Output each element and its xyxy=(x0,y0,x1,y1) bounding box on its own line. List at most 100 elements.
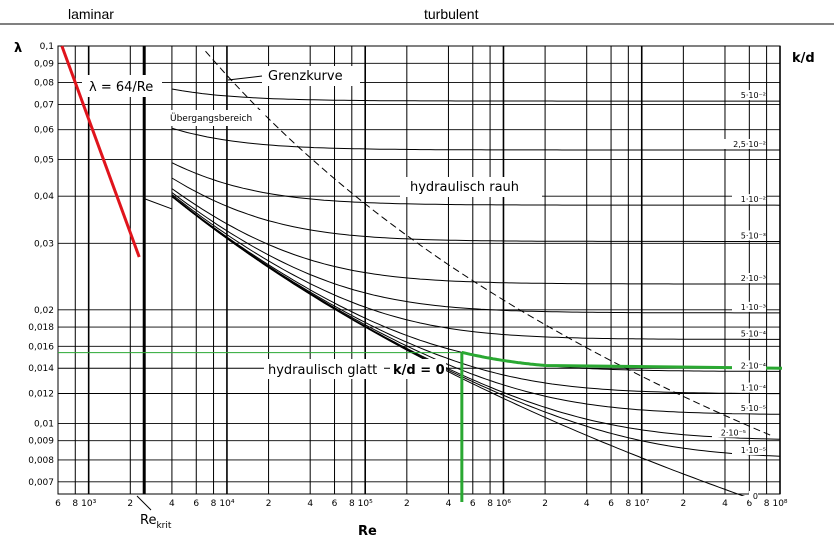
kd-label-bg xyxy=(732,230,766,241)
kd-curve-label: 5·10⁻³ xyxy=(741,231,766,240)
kd-label-bg xyxy=(732,301,766,312)
grenzkurve-line xyxy=(205,50,771,436)
highlight-curve xyxy=(461,350,783,370)
x-tick-label: 6 xyxy=(608,499,614,509)
x-tick-label: 4 xyxy=(584,499,590,509)
roughness-curve xyxy=(171,194,780,340)
overlay xyxy=(58,45,783,502)
x-tick-bg xyxy=(259,496,278,510)
x-tick-bg xyxy=(494,496,513,510)
x-tick-bg xyxy=(162,496,181,510)
x-tick-label: 10⁸ xyxy=(772,499,787,509)
roughness-labels: 5·10⁻² 2,5·10⁻² 1·10⁻² 5·10⁻³ 2·10⁻³ 1·10⁻³ 5·… xyxy=(712,90,766,501)
y-tick-bg xyxy=(31,189,55,202)
kd-label-bg xyxy=(732,382,766,393)
x-tick-label: 4 xyxy=(307,499,313,509)
roughness-curve xyxy=(171,162,781,206)
y-tick-label: 0,08 xyxy=(34,79,54,89)
y-tick-bg xyxy=(31,152,55,165)
laminar-label-bg xyxy=(82,75,162,97)
kd-label-bg xyxy=(732,273,766,284)
x-tick-bg xyxy=(187,496,206,510)
kd-curve-label: 0 xyxy=(753,492,758,501)
y-tick-label: 0,07 xyxy=(34,100,54,110)
x-tick-label: 4 xyxy=(446,499,452,509)
y-tick-label: 0,09 xyxy=(34,59,54,69)
x-tick-bg xyxy=(356,496,375,510)
x-tick-label: 8 xyxy=(349,499,355,509)
kd-curve-label: 1·10⁻⁵ xyxy=(741,446,766,455)
kd-label-bg xyxy=(749,490,758,501)
roughness-curve xyxy=(171,196,781,510)
y-tick-bg xyxy=(31,236,55,249)
x-tick-bg xyxy=(325,496,344,510)
x-tick-label: 8 xyxy=(72,499,78,509)
x-tick-label: 6 xyxy=(55,499,61,509)
y-tick-bg xyxy=(31,433,55,446)
y-tick-bg xyxy=(31,75,55,88)
x-tick-label: 2 xyxy=(404,499,410,509)
y-tick-label: 0,05 xyxy=(34,156,54,166)
x-tick-bg xyxy=(602,496,621,510)
y-tick-label: 0,1 xyxy=(40,42,54,52)
y-tick-bg xyxy=(31,386,55,399)
x-tick-label: 8 xyxy=(487,499,493,509)
y-tick-labels: 0,1 0,09 0,08 0,07 0,06 0,05 0,04 0,03 0,02 0,018… xyxy=(28,39,55,488)
grenzkurve-label-bg xyxy=(262,66,360,86)
smooth-kd-label-bg xyxy=(390,359,446,379)
kd-curve-label: 2·10⁻⁴ xyxy=(741,361,766,370)
y-tick-bg xyxy=(31,122,55,135)
grenzkurve-label: Grenzkurve xyxy=(268,69,343,84)
y-tick-bg xyxy=(31,320,55,333)
y-tick-label: 0,016 xyxy=(28,342,54,352)
x-tick-label: 2 xyxy=(127,499,133,509)
x-tick-label: 6 xyxy=(193,499,199,509)
y-tick-bg xyxy=(31,339,55,352)
y-tick-label: 0,01 xyxy=(34,419,54,429)
y-tick-bg xyxy=(31,416,55,429)
y-tick-bg xyxy=(31,452,55,465)
x-tick-label: 6 xyxy=(470,499,476,509)
kd-label-bg xyxy=(732,444,766,455)
transition-label: Übergangsbereich xyxy=(170,113,252,124)
roughness-curve xyxy=(171,177,780,242)
x-tick-label: 8 xyxy=(625,499,631,509)
x-tick-bg xyxy=(79,496,98,510)
x-tick-bg xyxy=(632,496,651,510)
kd-curve-label: 1·10⁻² xyxy=(741,195,766,204)
re-krit-label: Rekrit xyxy=(140,513,172,531)
y-tick-bg xyxy=(31,56,55,69)
kd-curve-label: 2,5·10⁻² xyxy=(733,140,766,149)
kd-label-bg xyxy=(732,328,766,339)
x-tick-label: 10⁷ xyxy=(634,499,649,509)
roughness-curve xyxy=(171,88,780,102)
kd-curve-label: 2·10⁻³ xyxy=(741,274,766,283)
rough-label-bg xyxy=(400,177,542,197)
x-tick-bg xyxy=(439,496,458,510)
y-tick-label: 0,009 xyxy=(28,437,54,447)
x-tick-label: 6 xyxy=(332,499,338,509)
x-axis-label: Re xyxy=(358,524,377,539)
y-tick-label: 0,03 xyxy=(34,239,54,249)
kd-label-bg xyxy=(712,427,746,438)
kd-axis-label: k/d xyxy=(792,51,815,66)
transition-connector xyxy=(143,197,173,210)
y-tick-label: 0,02 xyxy=(34,306,54,316)
kd-curve-label: 5·10⁻² xyxy=(741,91,766,100)
transition-label-bg xyxy=(168,110,264,126)
kd-label-bg xyxy=(732,403,766,414)
y-tick-label: 0,04 xyxy=(34,192,54,202)
x-tick-bg xyxy=(217,496,236,510)
laminar-line xyxy=(60,45,141,258)
roughness-curve xyxy=(171,192,780,314)
x-tick-label: 6 xyxy=(746,499,752,509)
kd-curve-label: 5·10⁻⁴ xyxy=(741,329,766,338)
smooth-label-bg xyxy=(264,359,384,379)
x-tick-bg xyxy=(771,496,789,510)
y-tick-label: 0,007 xyxy=(28,478,54,488)
rough-label: hydraulisch rauh xyxy=(410,180,519,195)
x-tick-bg xyxy=(536,496,555,510)
x-tick-bg xyxy=(715,496,734,510)
y-tick-label: 0,06 xyxy=(34,126,54,136)
